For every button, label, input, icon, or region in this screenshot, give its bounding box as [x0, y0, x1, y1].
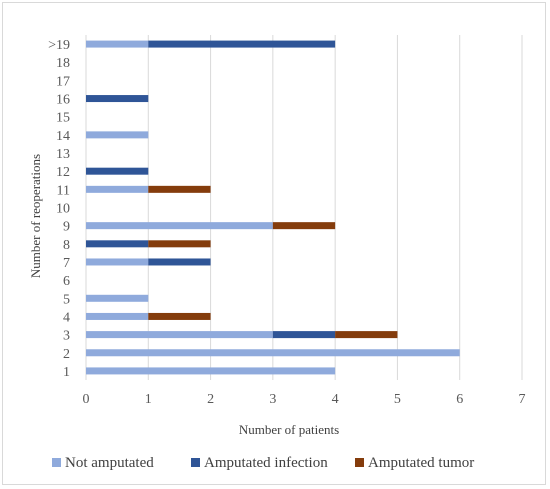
bar-segment-amputated-infection — [148, 258, 211, 266]
bar-segment-amputated-tumor — [148, 312, 211, 320]
legend-label: Not amputated — [65, 455, 154, 471]
x-tick-label: 2 — [207, 392, 214, 407]
y-tick-label: 14 — [56, 129, 70, 144]
legend: Not amputated Amputated infection Amputate… — [52, 455, 474, 471]
bar-segment-amputated-infection — [86, 95, 149, 103]
x-tick-label: 4 — [332, 392, 339, 407]
legend-swatch — [52, 458, 61, 467]
y-tick-label: 8 — [63, 238, 70, 253]
legend-swatch — [355, 458, 364, 467]
y-tick-label: 18 — [56, 56, 70, 71]
y-tick-label: 9 — [63, 220, 70, 235]
y-tick-label: >19 — [48, 38, 70, 53]
bar-segment-not-amputated — [86, 131, 149, 139]
bars — [86, 40, 460, 375]
x-axis-title: Number of patients — [239, 422, 339, 437]
bar-segment-not-amputated — [86, 349, 460, 357]
bar-segment-amputated-infection — [148, 40, 336, 48]
y-tick-label: 7 — [63, 256, 70, 271]
bar-segment-amputated-tumor — [148, 240, 211, 248]
bar-segment-not-amputated — [86, 222, 273, 230]
x-tick-label: 6 — [456, 392, 463, 407]
bar-segment-not-amputated — [86, 312, 149, 320]
x-tick-label: 1 — [145, 392, 152, 407]
bar-segment-amputated-tumor — [272, 222, 336, 230]
legend-swatch — [191, 458, 200, 467]
x-tick-label: 3 — [269, 392, 276, 407]
bar-segment-amputated-tumor — [335, 331, 398, 339]
bar-segment-not-amputated — [86, 258, 149, 266]
legend-label: Amputated infection — [204, 455, 328, 471]
bar-segment-not-amputated — [86, 40, 149, 48]
y-tick-label: 4 — [63, 310, 70, 325]
x-tick-label: 5 — [394, 392, 401, 407]
y-tick-label: 13 — [56, 147, 70, 162]
y-tick-label: 6 — [63, 274, 70, 289]
bar-segment-not-amputated — [86, 185, 149, 193]
y-tick-label: 1 — [63, 365, 70, 380]
y-tick-label: 10 — [56, 202, 70, 217]
legend-label: Amputated tumor — [368, 455, 474, 471]
y-tick-label: 12 — [56, 165, 70, 180]
bar-segment-not-amputated — [86, 294, 149, 302]
bar-segment-amputated-tumor — [148, 185, 211, 193]
y-tick-label: 2 — [63, 347, 70, 362]
y-tick-label: 3 — [63, 329, 70, 344]
bar-segment-not-amputated — [86, 367, 336, 375]
bar-segment-not-amputated — [86, 331, 273, 339]
bar-segment-amputated-infection — [86, 240, 149, 248]
y-tick-label: 16 — [56, 93, 70, 108]
x-tick-label: 0 — [83, 392, 90, 407]
bar-segment-amputated-infection — [86, 167, 149, 175]
y-tick-label: 5 — [63, 292, 70, 307]
x-tick-labels: 0 1 2 3 4 5 6 7 — [83, 392, 526, 407]
bar-segment-amputated-infection — [272, 331, 336, 339]
x-tick-label: 7 — [519, 392, 526, 407]
y-tick-label: 17 — [56, 74, 70, 89]
gridlines — [85, 35, 523, 380]
y-axis-title: Number of reoperations — [28, 154, 43, 278]
y-tick-label: 15 — [56, 111, 70, 126]
y-tick-label: 11 — [57, 183, 70, 198]
